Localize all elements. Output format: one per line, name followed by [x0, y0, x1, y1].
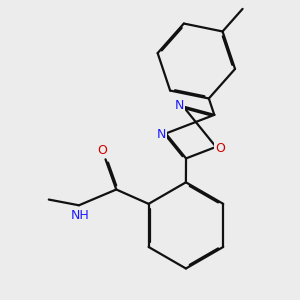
Text: O: O — [98, 144, 108, 157]
Text: N: N — [157, 128, 166, 141]
Text: N: N — [174, 99, 184, 112]
Text: O: O — [215, 142, 225, 155]
Text: NH: NH — [71, 209, 90, 222]
